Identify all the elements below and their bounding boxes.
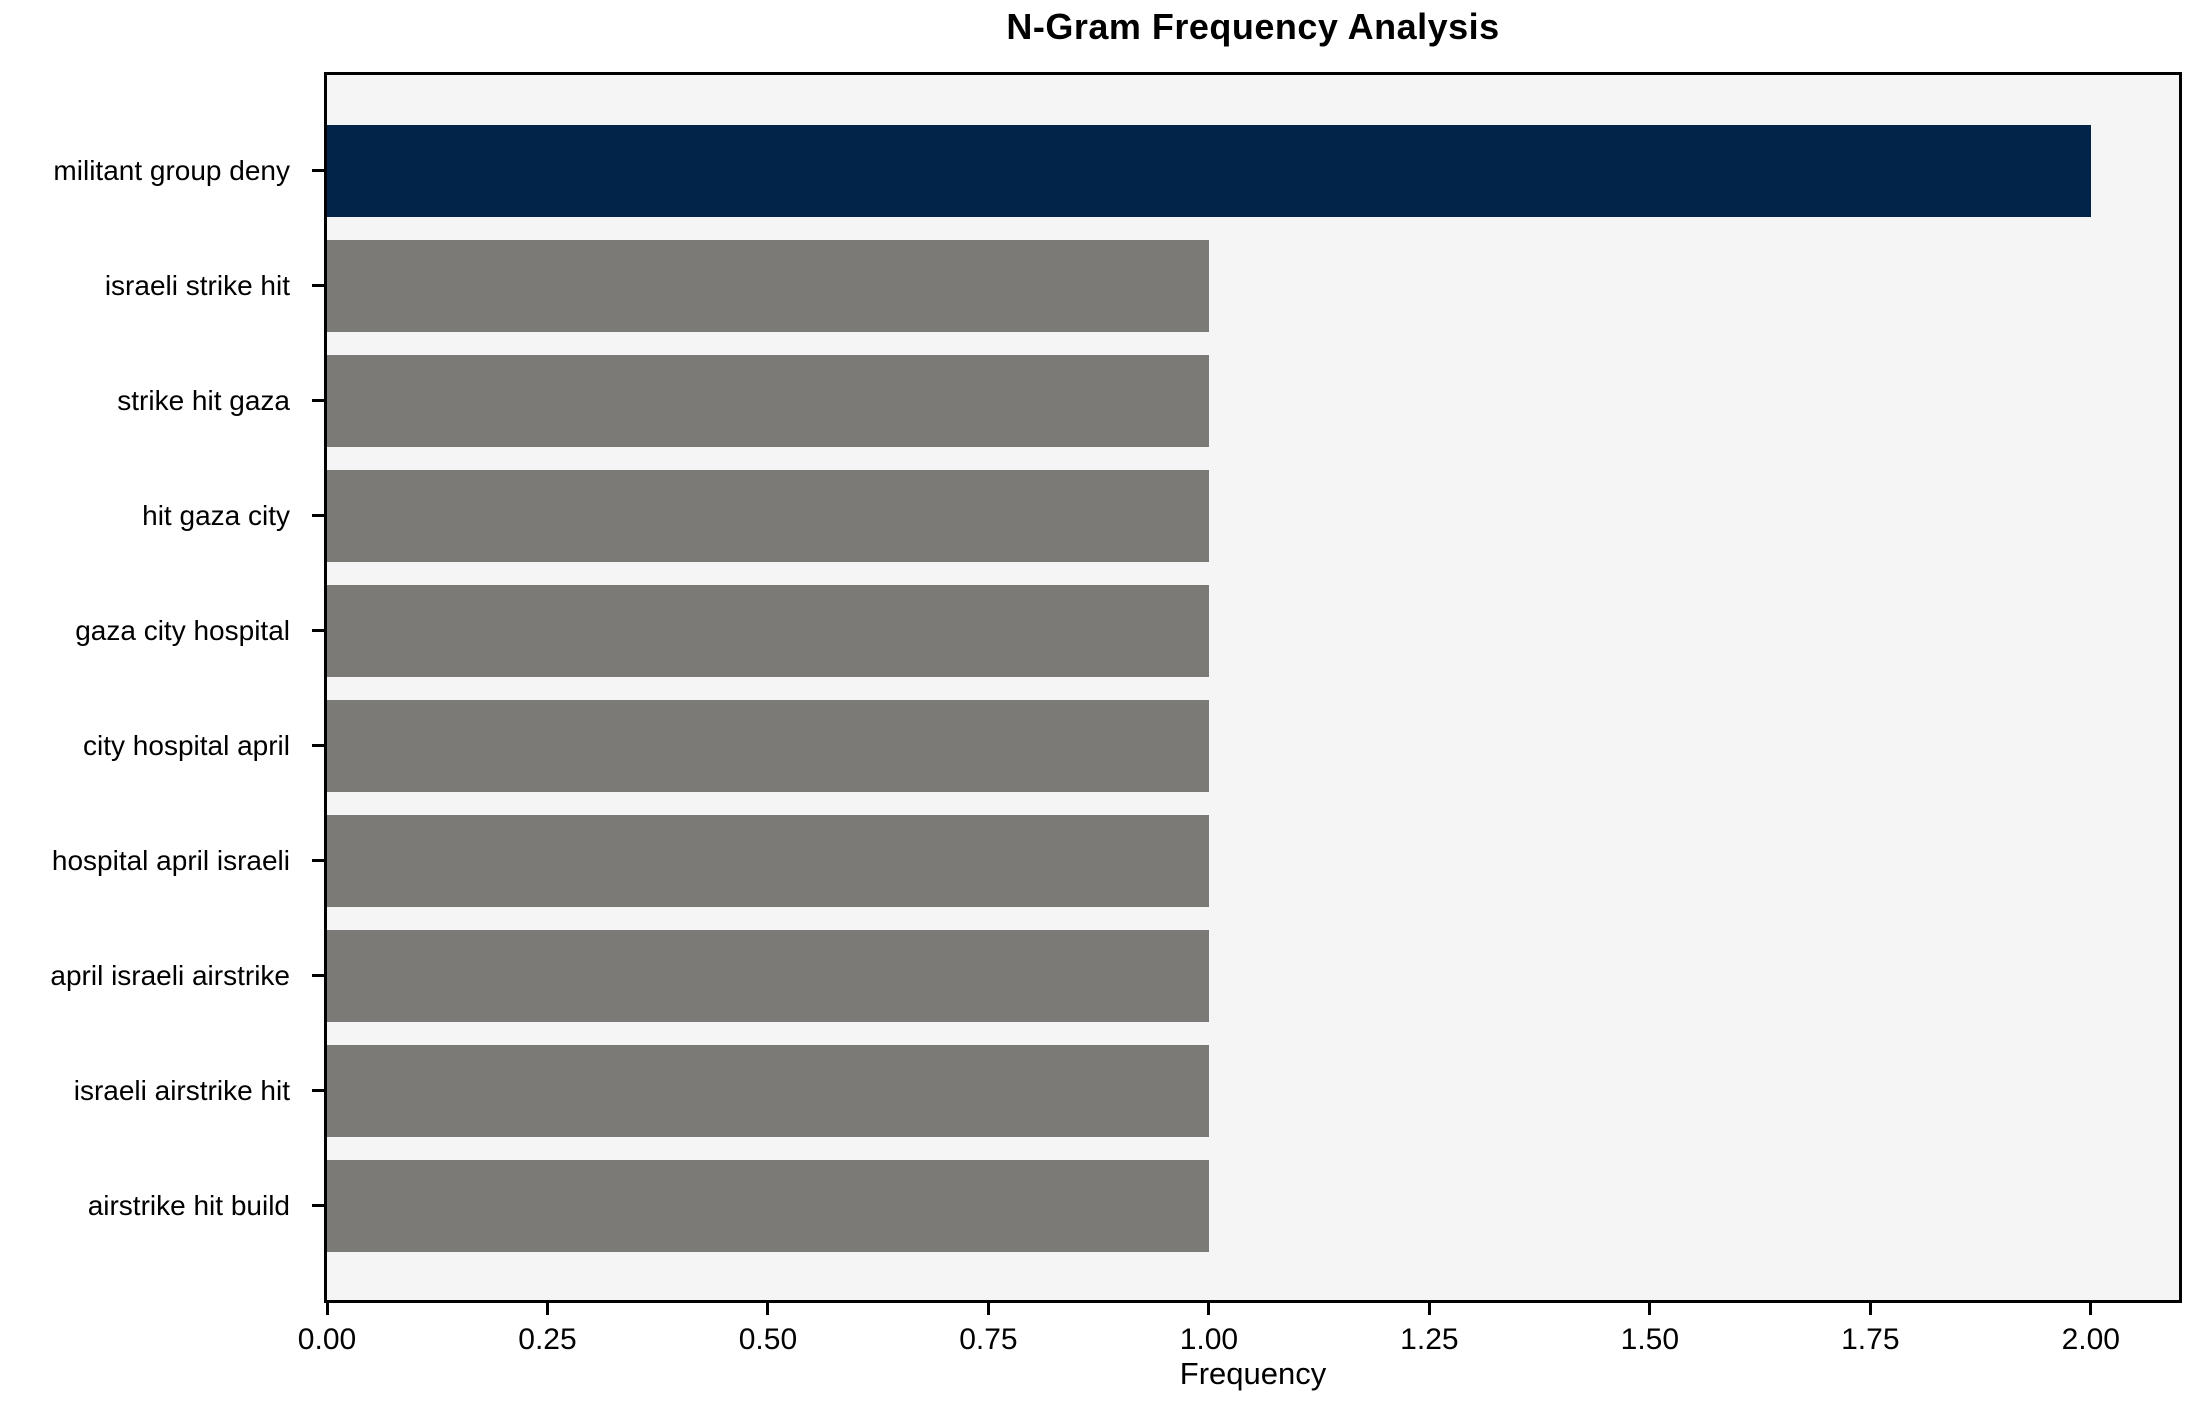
y-tick-label: hospital april israeli [51, 844, 290, 876]
bar-hit-gaza-city [327, 469, 1209, 562]
y-tick-mark [312, 399, 324, 402]
x-tick-label: 1.50 [1620, 1323, 1680, 1356]
bar-row [327, 458, 2179, 573]
x-tick-label: 1.75 [1841, 1323, 1900, 1356]
x-tick-mark [325, 1303, 329, 1315]
bar-israeli-airstrike-hit [327, 1044, 1209, 1137]
y-tick-label: airstrike hit build [87, 1189, 290, 1221]
bar-strike-hit-gaza [327, 354, 1209, 447]
bar-row [327, 688, 2179, 803]
x-tick-label: 1.25 [1400, 1323, 1459, 1356]
bar-row [327, 573, 2179, 688]
x-tick-mark [2089, 1303, 2093, 1315]
x-tick-label: 1.00 [1179, 1323, 1239, 1356]
bar-april-israeli-airstrike [327, 929, 1209, 1022]
plot-area [324, 72, 2182, 1303]
x-tick-label: 0.25 [518, 1323, 577, 1356]
x-tick-mark [545, 1303, 549, 1315]
y-tick-label: strike hit gaza [117, 384, 290, 416]
y-tick-mark [312, 514, 324, 517]
bar-israeli-strike-hit [327, 239, 1209, 332]
x-tick-mark [1648, 1303, 1652, 1315]
bar-row [327, 228, 2179, 343]
x-tick-label: 0.75 [959, 1323, 1018, 1356]
bar-airstrike-hit-build [327, 1159, 1209, 1252]
bar-row [327, 343, 2179, 458]
y-tick-mark [312, 169, 324, 172]
y-tick-label: april israeli airstrike [50, 959, 290, 991]
bar-row [327, 1148, 2179, 1263]
y-tick-mark [312, 974, 324, 977]
y-tick-mark [312, 744, 324, 747]
x-tick-mark [1427, 1303, 1431, 1315]
x-tick-label: 0.00 [297, 1323, 357, 1356]
x-tick-mark [766, 1303, 770, 1315]
bar-row [327, 803, 2179, 918]
y-tick-label: israeli airstrike hit [73, 1074, 290, 1106]
y-tick-label: israeli strike hit [104, 269, 290, 301]
bar-row [327, 918, 2179, 1033]
y-tick-mark [312, 1204, 324, 1207]
x-axis-label: Frequency [1179, 1356, 1327, 1391]
y-tick-label: hit gaza city [142, 499, 290, 531]
bar-city-hospital-april [327, 699, 1209, 792]
y-tick-mark [312, 284, 324, 287]
x-tick-label: 2.00 [2061, 1323, 2120, 1356]
x-tick-label: 0.50 [738, 1323, 798, 1356]
bar-gaza-city-hospital [327, 584, 1209, 677]
y-tick-mark [312, 1089, 324, 1092]
chart-title: N-Gram Frequency Analysis [1006, 6, 1500, 47]
y-tick-mark [312, 629, 324, 632]
x-tick-mark [1868, 1303, 1872, 1315]
bar-row [327, 113, 2179, 228]
x-tick-mark [1207, 1303, 1211, 1315]
y-tick-mark [312, 859, 324, 862]
bar-militant-group-deny [327, 124, 2091, 217]
y-tick-label: gaza city hospital [75, 614, 290, 646]
y-tick-label: militant group deny [53, 154, 290, 186]
bar-hospital-april-israeli [327, 814, 1209, 907]
bar-row [327, 1033, 2179, 1148]
y-tick-label: city hospital april [83, 729, 290, 761]
x-tick-mark [986, 1303, 990, 1315]
